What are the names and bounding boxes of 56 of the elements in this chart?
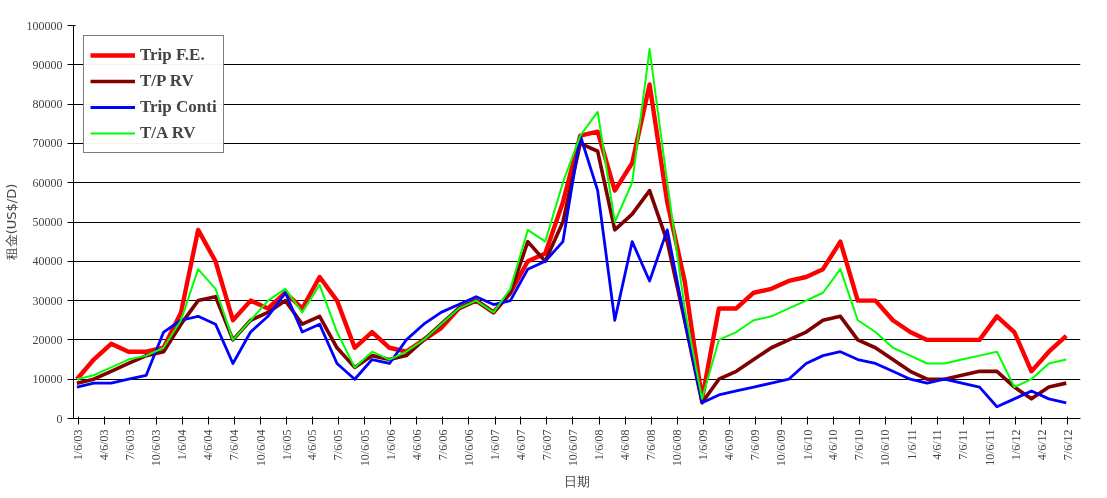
x-tick-label: 10/6/03 (149, 429, 164, 467)
x-tick-label: 4/6/11 (930, 429, 945, 460)
x-tick-label: 1/6/03 (71, 429, 86, 461)
legend-label: T/P RV (140, 70, 194, 92)
x-tick-label: 7/6/12 (1060, 429, 1075, 461)
x-tick-label: 4/6/09 (722, 429, 737, 461)
x-tick-label: 7/6/11 (956, 429, 971, 460)
y-axis-title: 租金(US$/D) (3, 183, 19, 261)
x-tick-label: 10/6/05 (357, 429, 372, 467)
x-tick-label: 4/6/12 (1034, 429, 1049, 461)
x-tick-label: 1/6/06 (383, 429, 398, 461)
x-tick-label: 10/6/11 (982, 429, 997, 466)
y-tick-label: 100000 (26, 18, 63, 33)
x-tick-label: 7/6/10 (852, 429, 867, 461)
legend-label: T/A RV (140, 122, 196, 144)
legend-label: Trip Conti (140, 96, 217, 118)
x-tick-label: 10/6/04 (253, 429, 268, 467)
x-tick-label: 4/6/10 (826, 429, 841, 461)
x-tick-label: 7/6/04 (227, 429, 242, 461)
x-tick-label: 7/6/09 (748, 429, 763, 461)
y-tick-label: 60000 (32, 175, 63, 190)
x-tick-label: 1/6/08 (592, 429, 607, 461)
x-tick-label: 7/6/03 (122, 429, 137, 461)
y-tick-label: 10000 (32, 372, 63, 387)
x-tick-label: 10/6/10 (878, 429, 893, 467)
y-tick-label: 80000 (32, 97, 63, 112)
x-tick-label: 10/6/08 (670, 429, 685, 467)
x-tick-label: 1/6/10 (800, 429, 815, 461)
y-tick-label: 20000 (32, 332, 63, 347)
y-tick-label: 40000 (32, 254, 63, 269)
x-tick-label: 4/6/04 (201, 429, 216, 461)
x-tick-label: 1/6/12 (1008, 429, 1023, 461)
x-tick-label: 1/6/11 (904, 429, 919, 460)
x-tick-label: 1/6/05 (279, 429, 294, 461)
x-tick-label: 10/6/07 (565, 429, 580, 467)
x-tick-label: 4/6/06 (409, 429, 424, 461)
x-tick-label: 4/6/07 (513, 429, 528, 461)
x-tick-label: 4/6/05 (305, 429, 320, 461)
x-tick-label: 4/6/08 (618, 429, 633, 461)
legend-label: Trip F.E. (140, 44, 205, 66)
x-tick-label: 7/6/07 (539, 429, 554, 461)
x-tick-label: 10/6/06 (461, 429, 476, 467)
y-tick-label: 30000 (32, 293, 63, 308)
y-tick-label: 0 (56, 411, 63, 426)
x-tick-label: 1/6/07 (488, 429, 503, 461)
y-tick-label: 70000 (32, 136, 63, 151)
y-tick-label: 90000 (32, 57, 63, 72)
x-tick-label: 1/6/09 (696, 429, 711, 461)
y-tick-label: 50000 (32, 215, 63, 229)
x-tick-label: 7/6/06 (435, 429, 450, 461)
x-axis-title: 日期 (564, 474, 590, 490)
x-tick-label: 4/6/03 (97, 429, 112, 461)
x-tick-label: 7/6/05 (331, 429, 346, 461)
x-tick-label: 7/6/08 (644, 429, 659, 461)
x-tick-label: 10/6/09 (774, 429, 789, 467)
x-tick-label: 1/6/04 (175, 429, 190, 461)
